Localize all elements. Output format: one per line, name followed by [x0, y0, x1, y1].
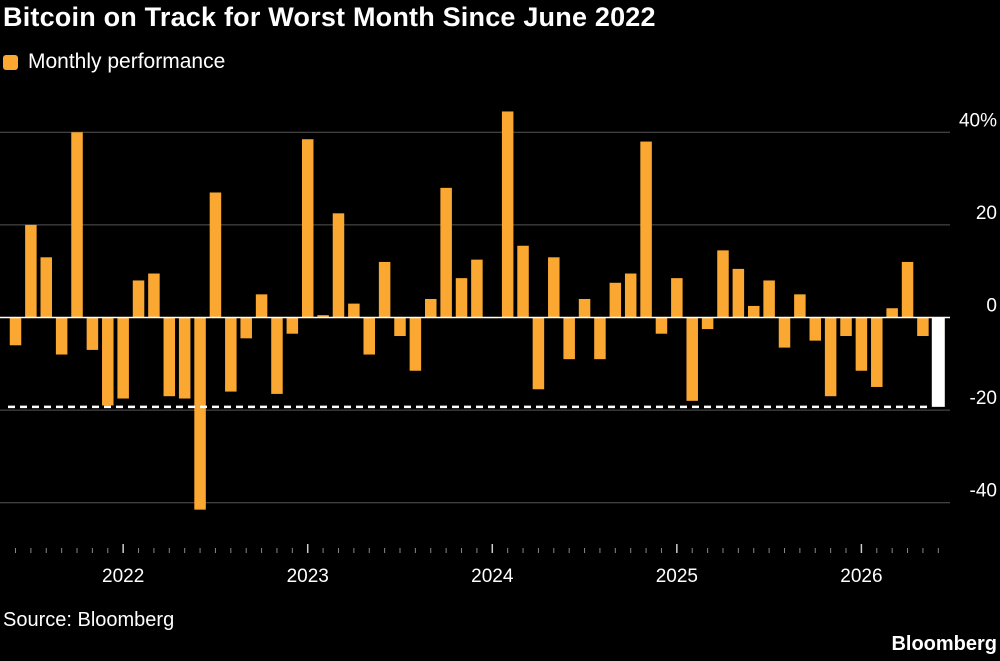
- source-note: Source: Bloomberg: [3, 609, 175, 631]
- monthly-bar: [824, 317, 837, 397]
- monthly-bar: [163, 317, 176, 397]
- x-tick-label: 2024: [471, 566, 514, 587]
- legend-label: Monthly performance: [28, 50, 226, 73]
- monthly-bar: [901, 261, 914, 318]
- monthly-bar: [40, 257, 53, 318]
- x-tick-label: 2022: [102, 566, 144, 587]
- monthly-bar: [794, 294, 806, 318]
- monthly-bar: [686, 317, 698, 401]
- x-tick-label: 2025: [656, 566, 698, 587]
- monthly-bar: [871, 317, 883, 387]
- monthly-bar: [440, 187, 452, 318]
- legend: Monthly performance: [3, 50, 225, 74]
- monthly-bar: [778, 317, 791, 348]
- y-tick-label: 40%: [959, 110, 997, 131]
- monthly-bar: [655, 317, 668, 334]
- monthly-bar: [717, 250, 729, 318]
- monthly-bar: [732, 268, 745, 318]
- monthly-bar: [671, 278, 683, 318]
- monthly-bar: [178, 317, 191, 399]
- x-tick-label: 2023: [287, 566, 329, 587]
- monthly-bar: [455, 278, 468, 318]
- monthly-bar: [194, 317, 206, 510]
- monthly-bar: [640, 141, 652, 318]
- monthly-bar: [102, 317, 114, 406]
- monthly-bar: [917, 317, 929, 337]
- monthly-bar: [809, 317, 822, 341]
- monthly-bar: [286, 317, 299, 334]
- monthly-bar: [378, 261, 391, 318]
- monthly-bar: [594, 317, 606, 360]
- monthly-bar: [409, 317, 422, 371]
- monthly-bar: [532, 317, 545, 390]
- monthly-bar: [363, 317, 375, 355]
- y-tick-label: 0: [986, 296, 997, 317]
- monthly-bar: [332, 213, 345, 318]
- monthly-bar: [240, 317, 252, 339]
- monthly-bar: [9, 317, 22, 346]
- monthly-bar: [394, 317, 406, 337]
- monthly-bar: [501, 111, 514, 318]
- monthly-bar: [471, 259, 483, 318]
- monthly-bar: [317, 315, 329, 318]
- monthly-bar: [132, 280, 145, 318]
- chart-title: Bitcoin on Track for Worst Month Since J…: [3, 2, 656, 32]
- monthly-bar: [855, 317, 868, 371]
- legend-swatch: [3, 54, 18, 70]
- brand-logo-text: Bloomberg: [891, 633, 997, 655]
- current-month-bar: [931, 317, 945, 407]
- monthly-bar: [271, 317, 283, 394]
- monthly-bar: [886, 308, 898, 318]
- monthly-bar: [225, 317, 237, 392]
- monthly-bar: [86, 317, 99, 350]
- monthly-bar: [578, 298, 591, 318]
- x-tick-label: 2026: [840, 566, 882, 587]
- monthly-bar: [517, 245, 529, 318]
- monthly-bar: [747, 305, 760, 318]
- monthly-bar: [425, 298, 437, 318]
- monthly-bar: [763, 280, 775, 318]
- monthly-bar: [701, 317, 714, 330]
- y-tick-label: 20: [976, 203, 997, 224]
- monthly-bar: [55, 317, 68, 355]
- monthly-bar: [209, 192, 222, 318]
- monthly-bar: [148, 273, 160, 318]
- monthly-bar: [25, 224, 37, 318]
- y-tick-label: -40: [970, 481, 997, 502]
- monthly-bar: [548, 257, 560, 318]
- monthly-bar: [840, 317, 852, 337]
- monthly-bar: [71, 132, 83, 318]
- monthly-bar: [609, 282, 622, 318]
- monthly-bar: [563, 317, 575, 360]
- monthly-bar: [348, 303, 360, 318]
- monthly-bar: [117, 317, 129, 399]
- monthly-bar: [301, 139, 314, 318]
- y-tick-label: -20: [970, 388, 997, 409]
- monthly-bar: [624, 273, 637, 318]
- monthly-bar: [255, 294, 268, 318]
